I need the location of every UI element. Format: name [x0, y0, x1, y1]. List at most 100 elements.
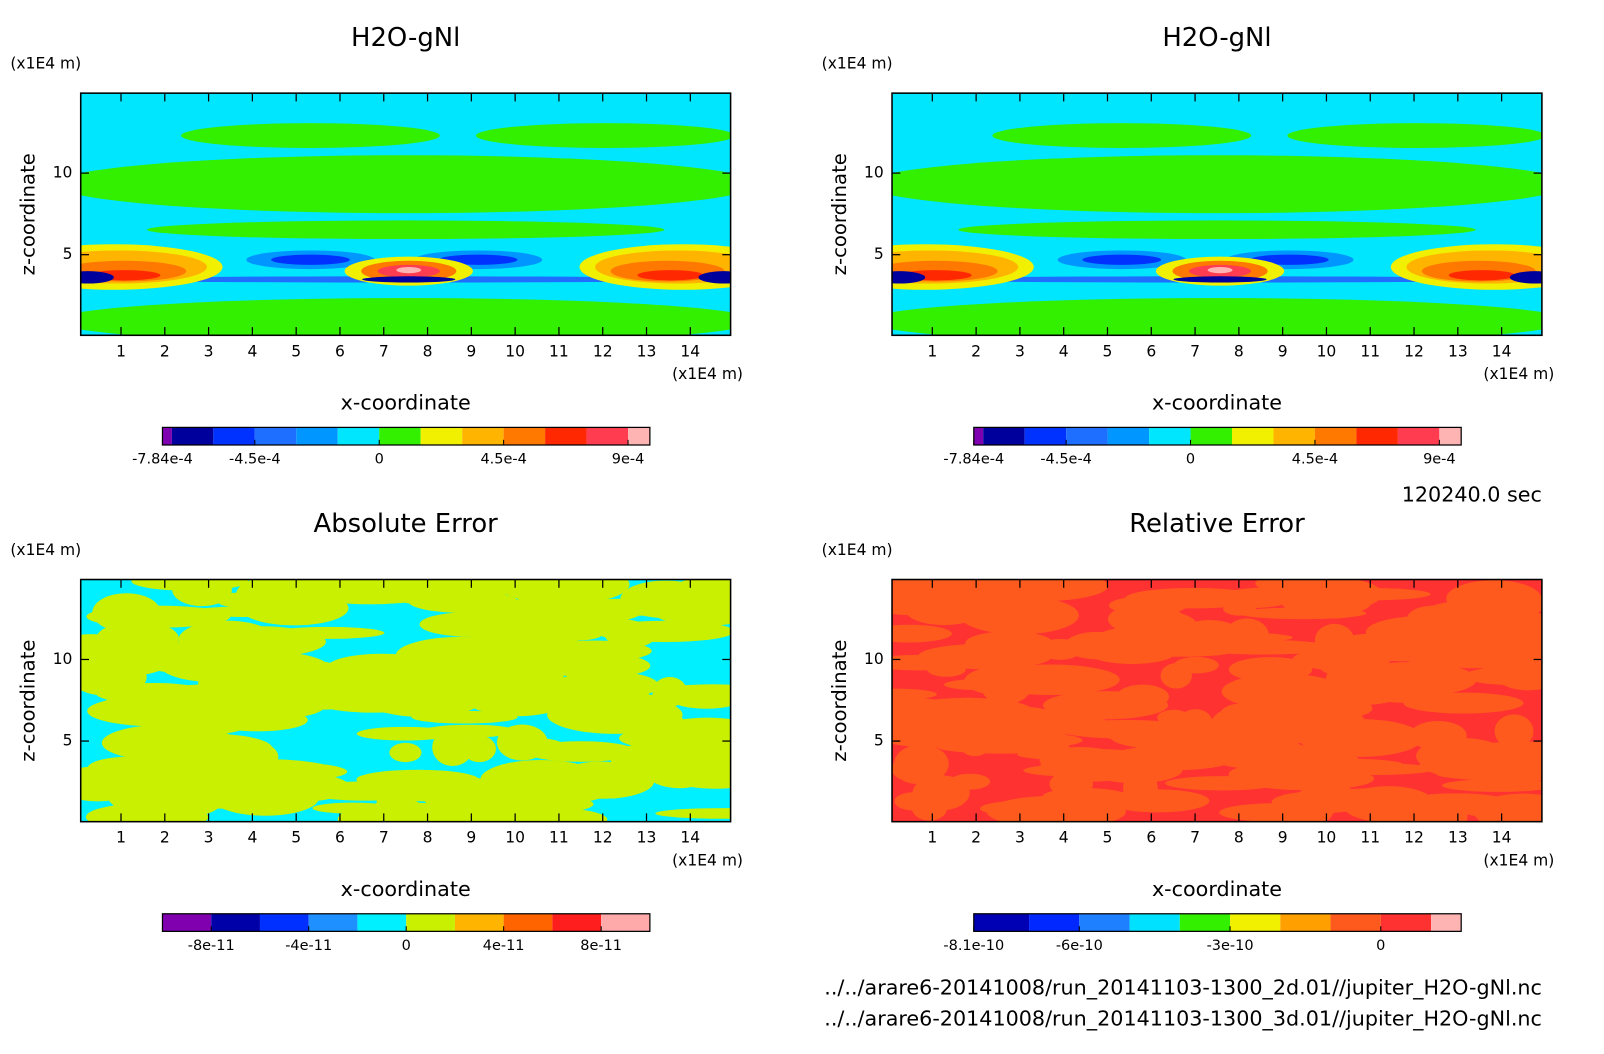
colorbar-box: [601, 913, 650, 932]
colorbar-tick-label: 0: [375, 451, 384, 467]
colorbar-box: [308, 913, 358, 932]
y-tick-label: 10: [864, 164, 884, 182]
x-tick-label: 5: [291, 342, 301, 360]
colorbar-box: [1149, 427, 1191, 445]
x-tick-label: 10: [1317, 342, 1337, 360]
x-tick-label: 4: [1059, 829, 1069, 847]
x-tick-label: 7: [379, 829, 389, 847]
x-tick-label: 1: [116, 829, 126, 847]
contour-fill: [396, 266, 422, 274]
colorbar-tick-label: -4.5e-4: [229, 451, 281, 467]
contour-fill: [904, 592, 984, 626]
colorbar-box: [1129, 913, 1180, 932]
colorbar-tick-label: -8e-11: [188, 938, 235, 954]
colorbar-tick-label: -3e-10: [1207, 938, 1254, 954]
x-tick-label: 10: [505, 829, 525, 847]
chart-title: Absolute Error: [314, 509, 499, 539]
contour-fill: [965, 631, 1054, 656]
contour-fill: [1239, 767, 1375, 791]
contour-fill: [992, 123, 1252, 148]
colorbar-tick-label: 0: [1186, 451, 1195, 467]
colorbar-box: [462, 427, 504, 445]
x-tick-label: 1: [927, 342, 937, 360]
colorbar-tick-label: -4e-11: [285, 938, 332, 954]
colorbar-box: [1314, 427, 1357, 445]
colorbar-box: [586, 427, 629, 445]
contour-fill: [1305, 587, 1431, 601]
contour-plot: [892, 579, 1542, 822]
colorbar-box: [211, 913, 260, 932]
colorbar-box: [420, 427, 463, 445]
contour-fill: [80, 271, 114, 284]
x-tick-label: 13: [637, 829, 657, 847]
x-tick-label: 3: [204, 342, 214, 360]
contour-fill: [668, 685, 731, 709]
x-tick-label: 11: [1360, 829, 1380, 847]
colorbar-box: [503, 913, 553, 932]
x-tick-label: 11: [549, 342, 569, 360]
colorbar-tick-label: 0: [1376, 938, 1385, 954]
contour-fill: [273, 676, 370, 710]
contour-fill: [1450, 741, 1542, 774]
contour-fill: [267, 662, 340, 685]
contour-fill: [610, 742, 704, 776]
colorbar-box: [296, 427, 338, 445]
x-unit: (x1E4 m): [672, 851, 743, 869]
contour-fill: [80, 287, 731, 299]
contour-fill: [958, 220, 1476, 240]
chart-title: H2O-gNl: [1162, 23, 1271, 53]
y-axis-label: z-coordinate: [16, 153, 39, 275]
x-tick-label: 3: [1015, 342, 1025, 360]
x-tick-label: 8: [423, 829, 433, 847]
colorbar-box: [1431, 913, 1462, 932]
colorbar-tick-label: 0: [402, 938, 411, 954]
contour-fill: [1409, 720, 1467, 751]
x-tick-label: 4: [247, 829, 257, 847]
x-unit: (x1E4 m): [1483, 365, 1554, 383]
y-tick-label: 5: [63, 245, 73, 263]
x-tick-label: 2: [971, 829, 981, 847]
contour-fill: [676, 721, 731, 747]
contour-fill: [476, 123, 731, 148]
y-unit: (x1E4 m): [10, 55, 81, 73]
contour-fill: [157, 644, 269, 683]
y-tick-label: 5: [874, 732, 884, 750]
x-tick-label: 6: [1146, 829, 1156, 847]
x-tick-label: 5: [1103, 829, 1113, 847]
colorbar-tick-label: -8.1e-10: [943, 938, 1004, 954]
x-tick-label: 14: [1492, 829, 1512, 847]
colorbar-box: [259, 913, 309, 932]
colorbar-box: [983, 427, 1025, 445]
contour-fill: [1292, 648, 1392, 671]
x-tick-label: 1: [116, 342, 126, 360]
contour-plot: [892, 93, 1542, 336]
colorbar-tick-label: 9e-4: [1423, 451, 1456, 467]
contour-fill: [188, 762, 305, 775]
colorbar-frame: [973, 913, 1462, 932]
contour-fill: [80, 634, 125, 656]
contour-fill: [1207, 266, 1233, 274]
contour-fill: [181, 123, 440, 148]
file-path: ../../arare6-20141008/run_20141103-1300_…: [824, 1006, 1542, 1031]
colorbar-tick-label: 4.5e-4: [480, 451, 526, 467]
contour-fill: [1129, 643, 1238, 657]
contour-fill: [406, 579, 475, 596]
colorbar-box: [552, 913, 602, 932]
contour-fill: [911, 796, 948, 821]
contour-fill: [271, 254, 350, 265]
contour-fill: [1173, 276, 1267, 283]
contour-fill: [1062, 762, 1109, 774]
colorbar-box: [973, 427, 984, 445]
time-label: 120240.0 sec: [1402, 483, 1542, 507]
colorbar-box: [1024, 427, 1067, 445]
contour-fill: [1173, 657, 1219, 674]
contour-fill: [92, 593, 161, 632]
colorbar-box: [1380, 913, 1432, 932]
y-tick-label: 5: [874, 245, 884, 263]
colorbar-box: [1179, 913, 1231, 932]
x-tick-label: 8: [1234, 829, 1244, 847]
contour-fill: [1442, 779, 1542, 792]
x-tick-label: 9: [466, 342, 476, 360]
x-tick-label: 11: [549, 829, 569, 847]
contour-fill: [501, 737, 564, 753]
